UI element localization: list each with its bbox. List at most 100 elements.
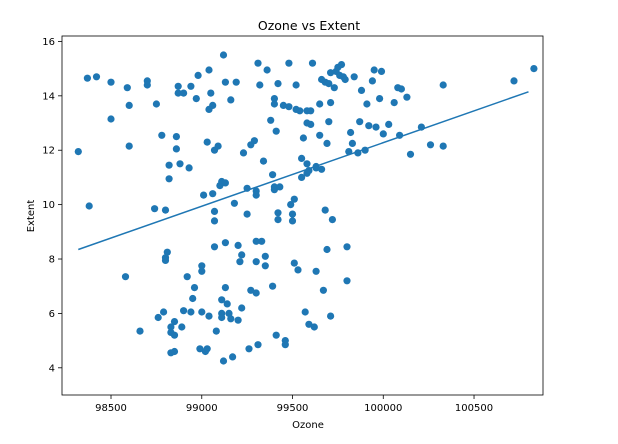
data-point-190 — [376, 95, 384, 103]
data-point-112 — [270, 95, 278, 103]
data-point-13 — [151, 205, 159, 213]
data-point-107 — [261, 262, 269, 270]
x-tick-label-2: 99500 — [277, 403, 309, 414]
data-point-161 — [323, 139, 331, 147]
data-point-180 — [350, 73, 358, 81]
data-point-71 — [219, 51, 228, 59]
data-point-175 — [343, 243, 351, 251]
data-point-136 — [298, 154, 306, 162]
data-point-9 — [125, 142, 133, 150]
data-point-158 — [321, 206, 329, 214]
data-point-22 — [165, 161, 173, 169]
data-point-134 — [294, 266, 302, 274]
data-point-111 — [269, 282, 277, 290]
data-point-205 — [530, 65, 538, 73]
data-point-185 — [363, 100, 371, 108]
data-point-54 — [205, 312, 213, 320]
data-point-43 — [190, 284, 199, 292]
data-point-36 — [180, 307, 188, 315]
data-point-52 — [203, 345, 211, 353]
data-point-83 — [232, 78, 240, 86]
data-point-168 — [330, 84, 338, 92]
data-point-154 — [316, 100, 324, 108]
data-point-65 — [214, 142, 222, 150]
data-point-92 — [245, 345, 253, 353]
data-point-132 — [292, 81, 300, 89]
data-point-74 — [221, 179, 229, 187]
data-point-128 — [288, 217, 297, 225]
data-point-53 — [203, 138, 211, 146]
data-point-146 — [307, 120, 315, 128]
data-point-145 — [305, 320, 313, 328]
data-point-100 — [252, 289, 260, 297]
data-point-48 — [198, 262, 206, 270]
data-point-122 — [279, 101, 287, 109]
data-point-203 — [439, 81, 447, 89]
data-point-186 — [365, 122, 373, 130]
data-point-34 — [176, 160, 184, 168]
trend-line-layer — [78, 91, 529, 251]
data-point-79 — [227, 96, 235, 104]
data-point-7 — [123, 84, 131, 92]
data-point-15 — [154, 313, 162, 322]
data-point-97 — [252, 191, 260, 199]
data-point-32 — [174, 82, 182, 90]
data-point-193 — [385, 120, 393, 128]
data-point-113 — [270, 100, 278, 108]
data-point-98 — [252, 237, 260, 245]
data-point-58 — [209, 101, 217, 109]
x-axis-label: Ozone — [292, 420, 324, 431]
data-point-10 — [136, 327, 144, 335]
x-tick-label-4: 100500 — [455, 403, 493, 414]
plot-area — [61, 35, 544, 396]
data-point-188 — [370, 66, 378, 74]
data-point-117 — [272, 127, 280, 135]
data-point-93 — [247, 286, 255, 294]
data-point-172 — [337, 61, 346, 69]
data-point-39 — [185, 164, 193, 172]
data-point-202 — [439, 142, 447, 150]
data-point-80 — [227, 315, 235, 323]
data-point-18 — [161, 206, 170, 214]
data-point-121 — [276, 183, 284, 191]
data-point-189 — [372, 123, 380, 131]
data-point-41 — [187, 308, 195, 316]
data-point-199 — [406, 150, 415, 158]
data-point-73 — [221, 78, 229, 86]
data-point-197 — [397, 85, 405, 93]
data-point-64 — [212, 327, 220, 335]
data-point-153 — [316, 131, 324, 139]
data-point-176 — [343, 277, 351, 285]
data-point-62 — [210, 243, 219, 251]
y-tick-label-2: 8 — [49, 255, 55, 266]
data-point-174 — [341, 75, 349, 84]
y-tick-label-6: 16 — [42, 37, 55, 48]
data-point-103 — [256, 81, 264, 89]
data-point-126 — [285, 103, 293, 111]
data-point-1 — [83, 74, 91, 82]
data-point-118 — [274, 80, 282, 88]
data-point-156 — [318, 165, 326, 173]
data-point-178 — [347, 128, 355, 137]
data-point-191 — [377, 67, 386, 75]
data-point-77 — [223, 300, 231, 308]
data-point-29 — [170, 347, 179, 356]
data-point-108 — [263, 66, 271, 74]
data-point-102 — [254, 59, 262, 67]
data-point-204 — [510, 77, 518, 85]
data-point-115 — [270, 183, 278, 191]
data-point-119 — [274, 209, 282, 217]
data-point-152 — [312, 267, 320, 275]
y-axis-label: Extent — [26, 200, 37, 233]
data-point-75 — [221, 239, 229, 247]
data-point-138 — [299, 134, 307, 142]
data-point-182 — [356, 118, 364, 126]
data-point-4 — [107, 78, 115, 86]
data-point-30 — [172, 133, 180, 141]
data-point-44 — [192, 95, 200, 103]
data-point-47 — [198, 267, 206, 275]
data-point-21 — [161, 256, 170, 264]
data-point-194 — [390, 99, 398, 107]
data-point-166 — [327, 312, 335, 320]
chart-title: Ozone vs Extent — [258, 18, 360, 33]
